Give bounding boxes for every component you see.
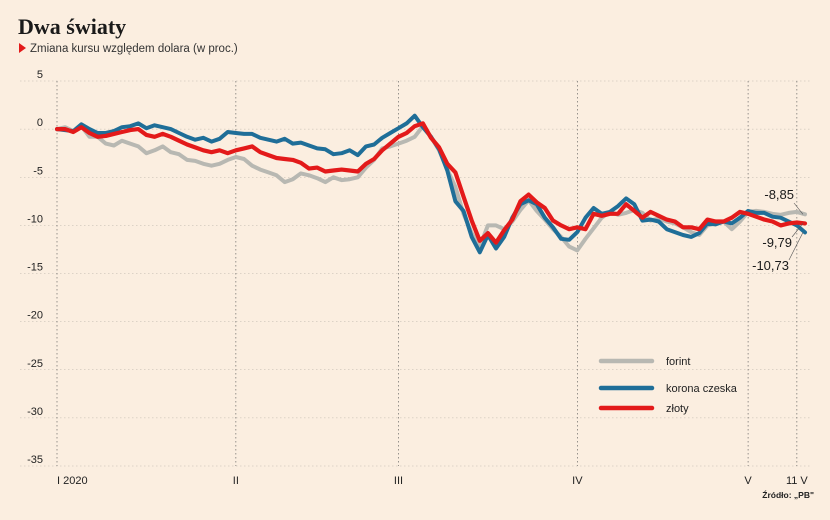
y-tick-label: 0 <box>37 117 43 129</box>
source-note: Źródło: „PB" <box>762 490 814 500</box>
subtitle-text: Zmiana kursu względem dolara (w proc.) <box>30 43 238 55</box>
end-label-leader <box>793 202 804 215</box>
x-tick-label: IV <box>572 475 583 487</box>
y-tick-label: -30 <box>27 406 43 418</box>
y-tick-label: -15 <box>27 262 43 274</box>
y-tick-label: -10 <box>27 213 43 225</box>
y-tick-label: -5 <box>33 165 43 177</box>
x-tick-label: I 2020 <box>57 475 88 487</box>
end-label: -9,79 <box>762 235 792 250</box>
y-tick-label: -25 <box>27 358 43 370</box>
y-tick-label: -35 <box>27 454 43 466</box>
red-triangle-icon <box>19 43 26 53</box>
x-tick-label: 11 V <box>786 475 808 487</box>
x-tick-label: V <box>744 475 752 487</box>
chart-title: Dwa światy <box>18 14 127 39</box>
end-labels: -8,85 -9,79 -10,73 <box>752 187 804 273</box>
legend-label: forint <box>666 356 690 368</box>
series-line-zloty <box>54 121 808 245</box>
end-label-leader <box>791 223 804 238</box>
x-axis: I 2020 II III IV V 11 V <box>57 475 808 487</box>
end-label: -8,85 <box>764 187 794 202</box>
x-tick-label: II <box>233 475 239 487</box>
legend-label: korona czeska <box>666 383 738 395</box>
y-axis: 5 0 -5 -10 -15 -20 -25 -30 -35 <box>27 69 43 466</box>
y-tick-label: 5 <box>37 69 43 81</box>
end-label-leader <box>788 232 804 261</box>
series-line-forint <box>55 124 807 253</box>
y-tick-label: -20 <box>27 310 43 322</box>
chart-subtitle: Zmiana kursu względem dolara (w proc.) <box>19 43 238 55</box>
grid-layer <box>20 80 810 467</box>
end-label: -10,73 <box>752 258 789 273</box>
x-tick-label: III <box>394 475 403 487</box>
legend: forint korona czeska złoty <box>598 356 738 415</box>
series-layer <box>54 113 808 255</box>
legend-label: złoty <box>666 403 689 415</box>
